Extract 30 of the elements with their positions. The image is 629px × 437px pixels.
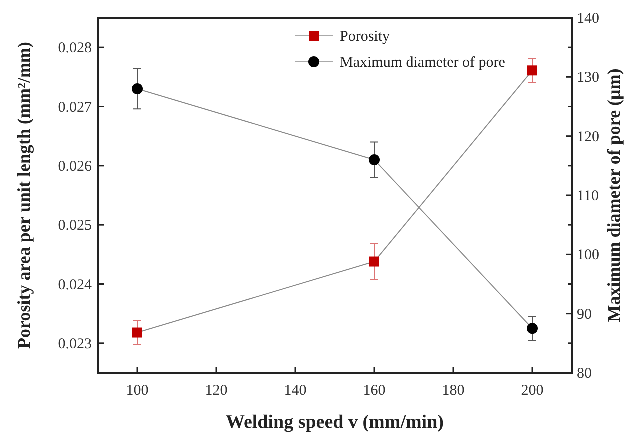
x-tick-label: 160 xyxy=(363,383,386,399)
y2-tick-label: 130 xyxy=(577,70,600,86)
y2-tick-label: 80 xyxy=(577,366,592,382)
y2-tick-label: 90 xyxy=(577,306,592,323)
point xyxy=(527,323,538,334)
x-tick-label: 100 xyxy=(126,383,149,399)
y-tick-label: 0.025 xyxy=(58,218,92,234)
x-tick-label: 180 xyxy=(442,383,465,399)
point xyxy=(528,66,538,76)
y2-tick-label: 110 xyxy=(577,188,599,204)
y2-tick-label: 100 xyxy=(577,248,600,264)
y2-tick-label: 120 xyxy=(577,129,600,146)
x-tick-label: 120 xyxy=(205,383,228,399)
point xyxy=(132,328,142,338)
x-tick-label: 140 xyxy=(284,383,307,399)
x-axis-title: Welding speed v (mm/min) xyxy=(226,412,444,433)
point xyxy=(132,84,143,94)
point xyxy=(370,256,380,267)
y-tick-label: 0.028 xyxy=(58,40,92,57)
legend-label: Porosity xyxy=(340,29,391,45)
y2-axis-title: Maximum diameter of pore (μm) xyxy=(604,68,624,322)
y-tick-label: 0.023 xyxy=(58,336,92,352)
y-tick-label: 0.026 xyxy=(58,158,92,175)
y-axis-title: Porosity area per unit length (mm²/mm) xyxy=(14,42,34,349)
y2-tick-label: 140 xyxy=(577,11,600,27)
x-tick-label: 200 xyxy=(521,383,544,399)
legend-label: Maximum diameter of pore xyxy=(340,55,506,71)
y-tick-label: 0.024 xyxy=(58,277,92,294)
point xyxy=(369,154,380,166)
y-tick-label: 0.027 xyxy=(58,100,92,116)
